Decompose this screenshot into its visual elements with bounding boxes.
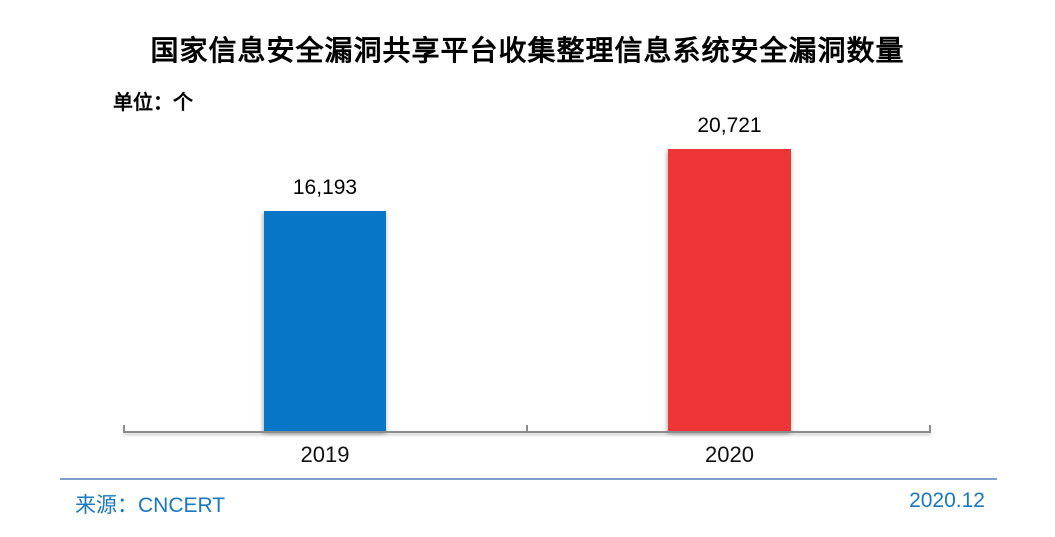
- bar-value-label-2019: 16,193: [292, 175, 358, 199]
- source-label: 来源：CNCERT: [75, 494, 226, 517]
- category-label-2019: 2019: [300, 442, 350, 467]
- bar-2019: [264, 211, 386, 432]
- footer-separator-line: [60, 478, 997, 480]
- bar-2020: [668, 149, 791, 432]
- x-axis-tick-middle: [526, 425, 528, 432]
- bar-value-label-2020: 20,721: [697, 113, 762, 137]
- unit-label: 单位：个: [113, 92, 193, 114]
- date-label: 2020.12: [909, 489, 985, 512]
- x-axis-tick-left: [123, 425, 125, 432]
- category-label-2020: 2020: [705, 442, 754, 467]
- chart-title: 国家信息安全漏洞共享平台收集整理信息系统安全漏洞数量: [150, 35, 905, 66]
- x-axis-tick-right: [929, 425, 931, 432]
- x-axis-line: [123, 431, 931, 433]
